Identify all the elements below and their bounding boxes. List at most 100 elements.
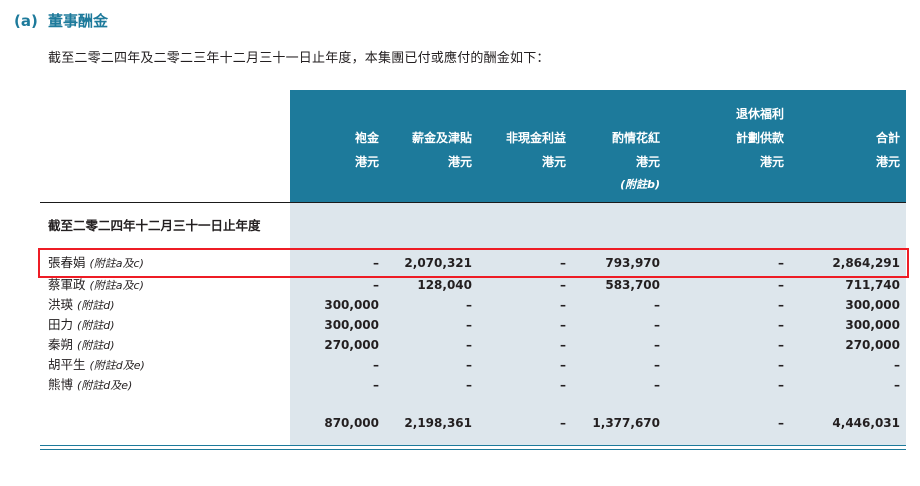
cell-bonus: – bbox=[572, 355, 666, 375]
table-row: 洪瑛 (附註d) 300,000 – – – – 300,000 bbox=[40, 295, 906, 315]
cell-fees: – bbox=[290, 251, 385, 275]
section-marker: (a) bbox=[14, 12, 38, 30]
cell-bonus: – bbox=[572, 315, 666, 335]
header-unit-line: 港元 bbox=[635, 155, 660, 169]
cell-noncash: – bbox=[478, 275, 572, 295]
header-name-line: 薪金及津貼 bbox=[411, 131, 472, 145]
cell-salaries: 128,040 bbox=[385, 275, 478, 295]
header-empty-cell bbox=[40, 90, 290, 202]
total-bonus: 1,377,670 bbox=[572, 411, 666, 435]
header-unit-line: 港元 bbox=[447, 155, 472, 169]
cell-total: – bbox=[790, 375, 906, 395]
header-unit-line: 港元 bbox=[354, 155, 379, 169]
director-name: 張春娟 bbox=[48, 255, 86, 270]
header-unit-line: 港元 bbox=[759, 155, 784, 169]
header-divider-rule bbox=[40, 202, 906, 203]
table-header-row: 袍金 港元 薪金及津貼 港元 非現金利益 港元 酌情花紅 港元 (附註b) bbox=[40, 90, 906, 202]
cell-total: 711,740 bbox=[790, 275, 906, 295]
director-name: 胡平生 bbox=[48, 357, 86, 372]
header-name-line: 袍金 bbox=[354, 131, 379, 145]
cell-bonus: 583,700 bbox=[572, 275, 666, 295]
cell-salaries: 2,070,321 bbox=[385, 251, 478, 275]
header-unit-line: 港元 bbox=[875, 155, 900, 169]
director-name: 洪瑛 bbox=[48, 297, 74, 312]
spacer-row bbox=[40, 435, 906, 445]
total-row: 870,000 2,198,361 – 1,377,670 – 4,446,03… bbox=[40, 411, 906, 435]
director-note: (附註a及c) bbox=[89, 257, 144, 270]
director-name: 田力 bbox=[48, 317, 74, 332]
cell-retirement: – bbox=[666, 295, 790, 315]
director-note: (附註d) bbox=[77, 299, 115, 312]
header-top-line: 退休福利 bbox=[735, 107, 784, 121]
director-note: (附註d及e) bbox=[89, 359, 145, 372]
cell-noncash: – bbox=[478, 375, 572, 395]
header-noncash-benefits: 非現金利益 港元 bbox=[478, 90, 572, 202]
total-retirement: – bbox=[666, 411, 790, 435]
director-note: (附註d) bbox=[77, 339, 115, 352]
total-salaries: 2,198,361 bbox=[385, 411, 478, 435]
director-name: 熊博 bbox=[48, 377, 74, 392]
table-row: 秦朔 (附註d) 270,000 – – – – 270,000 bbox=[40, 335, 906, 355]
remuneration-table: 袍金 港元 薪金及津貼 港元 非現金利益 港元 酌情花紅 港元 (附註b) bbox=[38, 90, 909, 450]
cell-retirement: – bbox=[666, 251, 790, 275]
total-grand: 4,446,031 bbox=[790, 411, 906, 435]
table-row: 胡平生 (附註d及e) – – – – – – bbox=[40, 355, 906, 375]
cell-total: – bbox=[790, 355, 906, 375]
header-unit-line: 港元 bbox=[541, 155, 566, 169]
cell-retirement: – bbox=[666, 315, 790, 335]
director-note: (附註a及c) bbox=[89, 279, 144, 292]
cell-noncash: – bbox=[478, 251, 572, 275]
cell-fees: – bbox=[290, 375, 385, 395]
spacer-row bbox=[40, 395, 906, 411]
cell-noncash: – bbox=[478, 355, 572, 375]
cell-total: 300,000 bbox=[790, 295, 906, 315]
section-label: 截至二零二四年十二月三十一日止年度 bbox=[40, 203, 290, 251]
cell-fees: – bbox=[290, 275, 385, 295]
cell-retirement: – bbox=[666, 275, 790, 295]
header-salaries: 薪金及津貼 港元 bbox=[385, 90, 478, 202]
cell-bonus: – bbox=[572, 375, 666, 395]
cell-total: 300,000 bbox=[790, 315, 906, 335]
cell-noncash: – bbox=[478, 335, 572, 355]
cell-fees: 300,000 bbox=[290, 315, 385, 335]
header-name-line: 合計 bbox=[875, 131, 900, 145]
header-discretionary-bonus: 酌情花紅 港元 (附註b) bbox=[572, 90, 666, 202]
director-note: (附註d) bbox=[77, 319, 115, 332]
page-title: 董事酬金 bbox=[48, 12, 109, 30]
table-row: 熊博 (附註d及e) – – – – – – bbox=[40, 375, 906, 395]
highlighted-row-container: 張春娟 (附註a及c) – 2,070,321 – 793,970 – 2,86… bbox=[38, 248, 909, 278]
header-retirement-scheme: 退休福利 計劃供款 港元 bbox=[666, 90, 790, 202]
cell-salaries: – bbox=[385, 315, 478, 335]
cell-salaries: – bbox=[385, 335, 478, 355]
table-row: 蔡軍政 (附註a及c) – 128,040 – 583,700 – 711,74… bbox=[40, 275, 906, 295]
director-note: (附註d及e) bbox=[77, 379, 133, 392]
cell-retirement: – bbox=[666, 375, 790, 395]
director-name: 蔡軍政 bbox=[48, 277, 86, 292]
cell-retirement: – bbox=[666, 335, 790, 355]
header-name-line: 非現金利益 bbox=[505, 131, 566, 145]
intro-text: 截至二零二四年及二零二三年十二月三十一日止年度，本集團已付或應付的酬金如下： bbox=[48, 51, 550, 66]
header-fees: 袍金 港元 bbox=[290, 90, 385, 202]
cell-fees: 300,000 bbox=[290, 295, 385, 315]
bottom-double-rule bbox=[40, 445, 906, 450]
cell-bonus: – bbox=[572, 295, 666, 315]
cell-noncash: – bbox=[478, 295, 572, 315]
header-total: 合計 港元 bbox=[790, 90, 906, 202]
cell-total: 2,864,291 bbox=[790, 251, 906, 275]
director-name: 秦朔 bbox=[48, 337, 74, 352]
section-heading: (a) 董事酬金 bbox=[14, 10, 906, 31]
cell-total: 270,000 bbox=[790, 335, 906, 355]
cell-bonus: – bbox=[572, 335, 666, 355]
cell-retirement: – bbox=[666, 355, 790, 375]
cell-bonus: 793,970 bbox=[572, 251, 666, 275]
header-note-line: (附註b) bbox=[620, 178, 660, 191]
table-row: 田力 (附註d) 300,000 – – – – 300,000 bbox=[40, 315, 906, 335]
total-noncash: – bbox=[478, 411, 572, 435]
section-label-row: 截至二零二四年十二月三十一日止年度 bbox=[40, 203, 906, 251]
cell-fees: 270,000 bbox=[290, 335, 385, 355]
header-name-line: 酌情花紅 bbox=[611, 131, 660, 145]
cell-noncash: – bbox=[478, 315, 572, 335]
cell-salaries: – bbox=[385, 295, 478, 315]
header-name-line: 計劃供款 bbox=[735, 131, 784, 145]
